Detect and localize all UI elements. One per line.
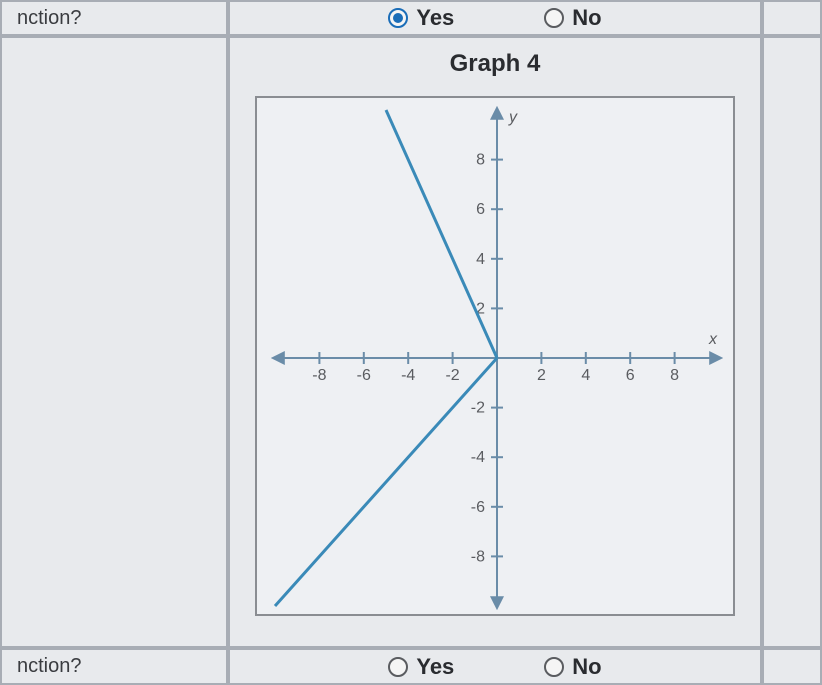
graph-title: Graph 4 — [450, 50, 541, 78]
svg-text:4: 4 — [476, 251, 485, 268]
svg-text:y: y — [508, 109, 518, 126]
svg-text:4: 4 — [581, 367, 590, 384]
top-question-text: nction? — [17, 7, 82, 30]
svg-text:2: 2 — [537, 367, 546, 384]
svg-text:-8: -8 — [471, 548, 485, 565]
svg-text:-4: -4 — [401, 367, 415, 384]
svg-text:6: 6 — [626, 367, 635, 384]
chart-container: -8-6-4-22468-8-6-42468-2xy — [255, 96, 735, 616]
radio-dot-icon — [393, 13, 403, 23]
radio-selected-icon — [388, 8, 408, 28]
bottom-question-text: nction? — [17, 655, 82, 678]
svg-text:-2: -2 — [445, 367, 459, 384]
bottom-yes-label: Yes — [416, 654, 454, 680]
top-no-option[interactable]: No — [544, 5, 601, 31]
svg-text:-6: -6 — [471, 499, 485, 516]
top-question-cell: nction? — [0, 0, 228, 36]
top-radio-cell: Yes No — [228, 0, 762, 36]
bottom-question-cell: nction? — [0, 648, 228, 685]
radio-empty-icon — [544, 657, 564, 677]
bottom-radio-cell: Yes No — [228, 648, 762, 685]
middle-right-cell — [762, 36, 822, 648]
top-yes-option[interactable]: Yes — [388, 5, 454, 31]
svg-text:x: x — [708, 331, 718, 348]
svg-text:8: 8 — [670, 367, 679, 384]
graph-cell: Graph 4 -8-6-4-22468-8-6-42468-2xy — [228, 36, 762, 648]
svg-text:-2: -2 — [471, 400, 485, 417]
bottom-no-option[interactable]: No — [544, 654, 601, 680]
radio-empty-icon — [388, 657, 408, 677]
svg-text:-4: -4 — [471, 449, 485, 466]
svg-text:8: 8 — [476, 152, 485, 169]
bottom-right-cell — [762, 648, 822, 685]
svg-text:-6: -6 — [357, 367, 371, 384]
top-right-cell — [762, 0, 822, 36]
top-yes-label: Yes — [416, 5, 454, 31]
bottom-yes-option[interactable]: Yes — [388, 654, 454, 680]
chart-svg: -8-6-4-22468-8-6-42468-2xy — [257, 98, 737, 618]
svg-text:6: 6 — [476, 201, 485, 218]
bottom-no-label: No — [572, 654, 601, 680]
radio-empty-icon — [544, 8, 564, 28]
middle-left-cell — [0, 36, 228, 648]
svg-text:-8: -8 — [312, 367, 326, 384]
top-no-label: No — [572, 5, 601, 31]
